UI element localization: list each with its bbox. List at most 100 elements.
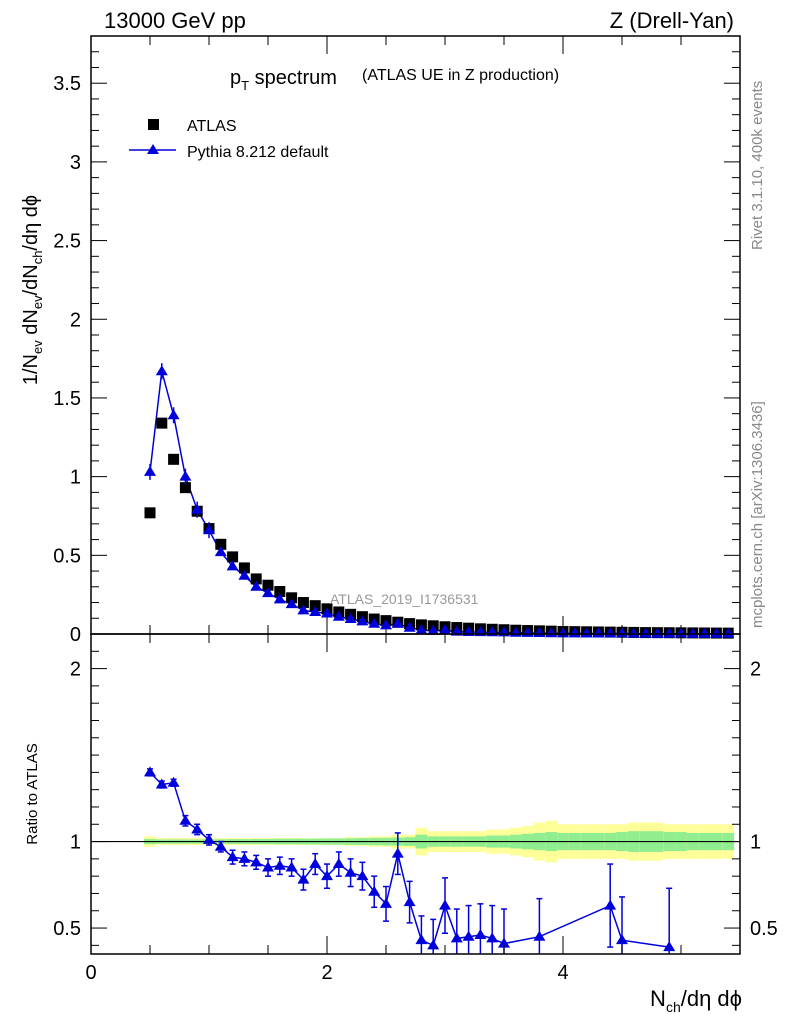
ratio-point xyxy=(273,859,286,870)
data-point-pythia xyxy=(639,627,652,638)
top-y-axis-label: 1/Nev dNev/dNch/dη dϕ xyxy=(20,195,45,385)
data-point-pythia xyxy=(179,470,192,481)
y-tick-label: 1.5 xyxy=(53,388,81,410)
data-point-pythia xyxy=(368,617,381,628)
data-point-pythia xyxy=(675,627,687,638)
ratio-point xyxy=(179,814,192,825)
plot-title-sub: T xyxy=(241,78,249,93)
header-right-label: Z (Drell-Yan) xyxy=(610,8,734,33)
header-left-label: 13000 GeV pp xyxy=(104,8,246,33)
ratio-point xyxy=(439,899,451,910)
data-point-pythia xyxy=(250,580,263,591)
data-point-pythia xyxy=(144,465,156,476)
ratio-point xyxy=(462,930,475,941)
data-point-atlas xyxy=(286,592,298,604)
ratio-point xyxy=(368,885,381,896)
data-point-pythia xyxy=(309,605,322,616)
data-point-pythia xyxy=(415,624,428,635)
y-tick-label: 2.5 xyxy=(53,231,81,253)
y-tick-label: 0.5 xyxy=(53,545,81,567)
ratio-y-tick-label: 0.5 xyxy=(53,918,81,940)
xlabel-rest: /dη dϕ xyxy=(681,986,742,1011)
data-point-atlas xyxy=(156,417,168,429)
ratio-data-marks xyxy=(144,766,676,954)
data-point-pythia xyxy=(592,627,605,638)
data-point-pythia xyxy=(698,627,711,638)
legend: ATLAS Pythia 8.212 default xyxy=(129,118,329,161)
ylabel-part-c: /dN xyxy=(20,264,42,295)
ratio-point xyxy=(285,861,298,872)
data-point-pythia xyxy=(557,627,569,638)
y-tick-label: 1 xyxy=(70,467,81,489)
ratio-point xyxy=(203,833,215,844)
data-point-pythia xyxy=(356,615,369,626)
legend-data-label: ATLAS xyxy=(187,118,237,135)
data-point-pythia xyxy=(710,627,723,638)
ratio-point xyxy=(250,856,263,867)
ratio-point xyxy=(391,847,404,858)
ratio-axis-ticks: 0.5 0.5 1 1 2 2 0 2 4 xyxy=(53,634,778,984)
ratio-point xyxy=(616,934,628,945)
ratio-point xyxy=(604,899,617,910)
data-point-atlas xyxy=(250,573,262,585)
data-point-atlas xyxy=(179,482,191,494)
data-point-pythia xyxy=(332,610,345,621)
plot-title-rest: spectrum xyxy=(249,67,337,89)
ratio-point xyxy=(167,776,180,787)
ylabel-part-a: 1/N xyxy=(20,354,42,385)
y-tick-label: 3 xyxy=(70,152,81,174)
top-data-marks xyxy=(144,363,735,639)
data-point-pythia xyxy=(226,560,239,571)
ratio-point xyxy=(356,870,369,881)
rivet-side-label: Rivet 3.1.10, 400k events xyxy=(749,81,766,250)
data-point-atlas xyxy=(215,538,227,550)
ratio-y-tick-label-right: 1 xyxy=(750,832,761,854)
data-point-atlas xyxy=(262,579,274,591)
ratio-point xyxy=(262,861,274,872)
ylabel-sub-c: ch xyxy=(30,251,45,265)
data-point-pythia xyxy=(427,624,440,635)
ylabel-part-b: dN xyxy=(20,309,42,340)
data-point-pythia xyxy=(273,593,286,604)
data-point-pythia xyxy=(203,524,215,535)
ratio-point xyxy=(191,823,204,834)
legend-data-marker xyxy=(148,119,159,130)
top-plot: 0 0.5 1 1.5 2 2.5 3 3.5 pT spectrum (ATLAS UE i… xyxy=(20,35,741,646)
ratio-plot-frame xyxy=(90,633,741,955)
ratio-y-tick-label-right: 2 xyxy=(750,659,761,681)
data-point-pythia xyxy=(391,617,404,628)
ratio-point xyxy=(450,932,463,943)
data-point-pythia xyxy=(403,621,416,632)
data-point-atlas xyxy=(274,586,286,598)
ratio-point xyxy=(427,939,440,950)
data-point-pythia xyxy=(285,598,298,609)
data-point-pythia xyxy=(450,625,463,636)
data-point-pythia xyxy=(568,627,581,638)
ratio-point xyxy=(533,930,546,941)
data-point-atlas xyxy=(297,597,309,609)
data-point-pythia xyxy=(722,627,735,638)
ratio-point xyxy=(297,873,310,884)
data-point-pythia xyxy=(155,365,168,376)
data-point-pythia xyxy=(604,627,617,638)
data-point-pythia xyxy=(580,627,593,638)
ratio-point xyxy=(214,840,227,851)
data-point-pythia xyxy=(191,503,204,514)
ratio-point xyxy=(474,928,487,939)
y-tick-label: 2 xyxy=(70,309,81,331)
ratio-point xyxy=(332,858,345,869)
xlabel-main: N xyxy=(650,986,666,1011)
ratio-y-tick-label-right: 0.5 xyxy=(750,918,778,940)
plot-title-paren: (ATLAS UE in Z production) xyxy=(362,67,559,84)
data-point-atlas xyxy=(238,562,250,574)
ratio-y-axis-label: Ratio to ATLAS xyxy=(24,743,41,844)
ratio-point xyxy=(344,866,357,877)
ratio-plot: 0.5 0.5 1 1 2 2 0 2 4 Ratio to ATLAS Nch/dη dϕ xyxy=(24,633,778,1015)
data-point-pythia xyxy=(238,569,251,580)
data-point-atlas xyxy=(309,600,321,612)
x-axis-label: Nch/dη dϕ xyxy=(650,986,742,1015)
data-point-pythia xyxy=(297,604,310,615)
data-point-pythia xyxy=(663,627,676,638)
ratio-point xyxy=(226,851,239,862)
ratio-point xyxy=(238,852,251,863)
